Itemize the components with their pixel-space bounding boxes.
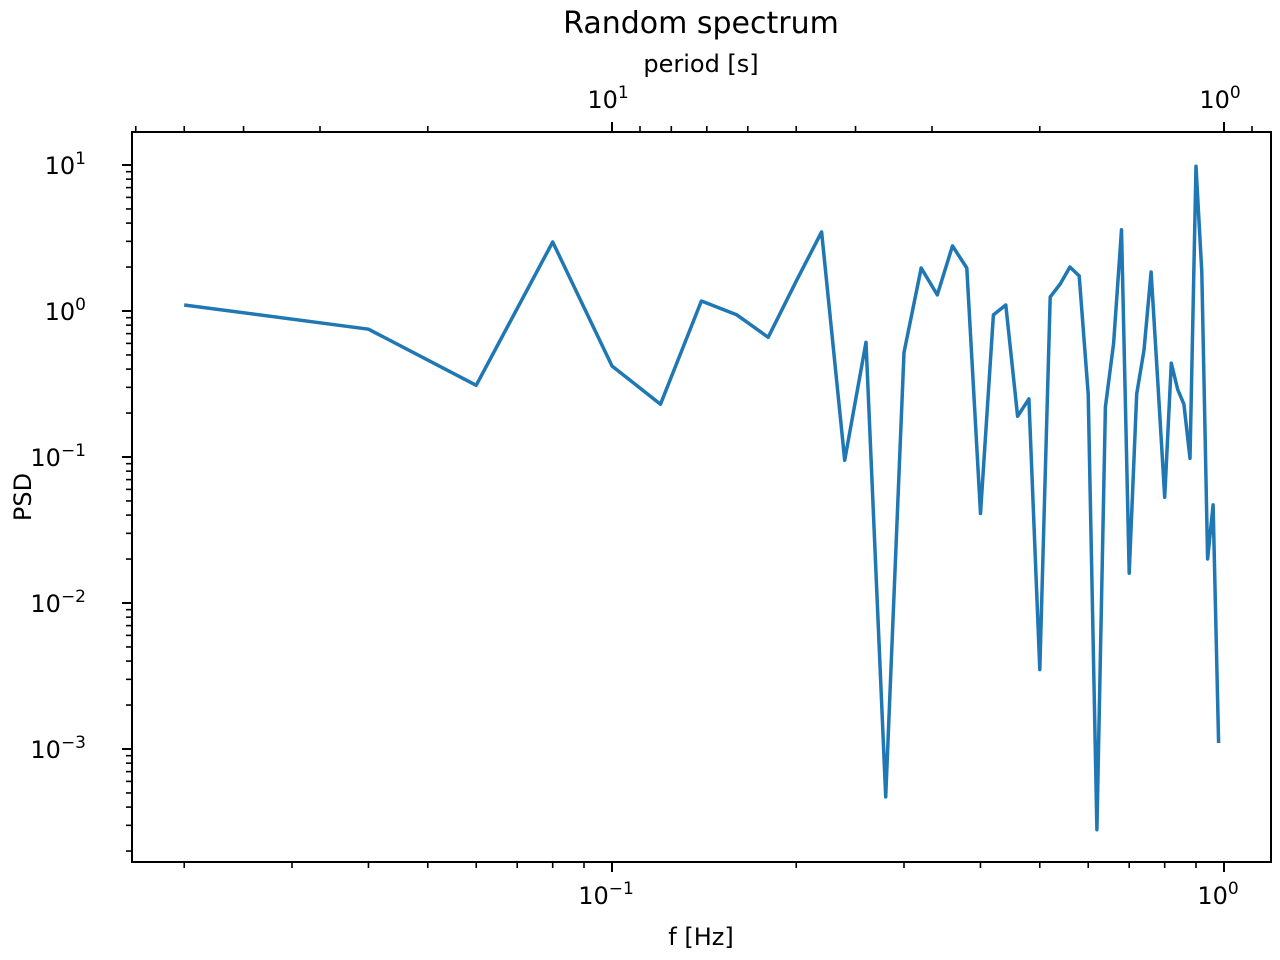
y-axis-label: PSD — [9, 473, 37, 521]
tick-label: 101 — [45, 149, 86, 180]
tick-label: 10−1 — [578, 879, 634, 910]
tick-label: 10−3 — [30, 733, 86, 764]
axis-ticks — [122, 122, 1253, 872]
plot-frame — [131, 131, 1272, 863]
tick-label: 100 — [1197, 879, 1238, 910]
tick-label: 100 — [1199, 83, 1240, 114]
top-axis-label: period [s] — [643, 50, 758, 78]
psd-line — [183, 164, 1221, 832]
tick-label: 10−2 — [30, 587, 86, 618]
tick-label: 101 — [587, 83, 628, 114]
tick-label: 10−1 — [30, 441, 86, 472]
chart-title: Random spectrum — [563, 6, 839, 41]
x-axis-label: f [Hz] — [668, 923, 733, 951]
tick-labels: 10−1 100 101 100 10−1 10−2 10−3 101 100 — [30, 83, 1240, 910]
tick-label: 100 — [45, 295, 86, 326]
